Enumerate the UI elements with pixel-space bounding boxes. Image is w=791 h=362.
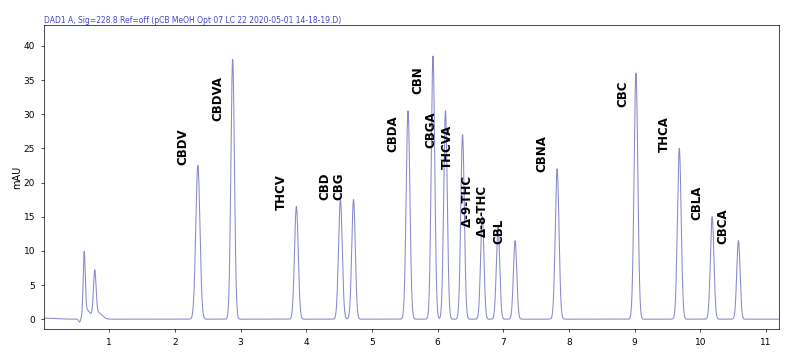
Text: CBDV: CBDV (176, 129, 189, 165)
Text: CBDVA: CBDVA (211, 76, 224, 121)
Text: THCVA: THCVA (441, 125, 454, 169)
Text: Δ-8-THC: Δ-8-THC (476, 185, 490, 237)
Text: THCV: THCV (274, 174, 288, 210)
Text: CBGA: CBGA (425, 112, 437, 148)
Text: DAD1 A, Sig=228.8 Ref=off (pCB MeOH Opt 07 LC 22 2020-05-01 14-18-19.D): DAD1 A, Sig=228.8 Ref=off (pCB MeOH Opt … (44, 16, 341, 25)
Text: CBG: CBG (332, 172, 345, 199)
Text: CBCA: CBCA (717, 209, 730, 244)
Text: CBC: CBC (616, 81, 630, 108)
Text: CBN: CBN (411, 66, 425, 94)
Text: Δ-9-THC: Δ-9-THC (460, 175, 474, 227)
Text: CBNA: CBNA (536, 135, 548, 172)
Text: CBDA: CBDA (387, 115, 399, 152)
Text: CBL: CBL (493, 219, 505, 244)
Y-axis label: mAU: mAU (13, 166, 22, 189)
Text: CBLA: CBLA (691, 186, 703, 220)
Text: CBD: CBD (319, 172, 331, 199)
Text: THCA: THCA (657, 116, 671, 152)
